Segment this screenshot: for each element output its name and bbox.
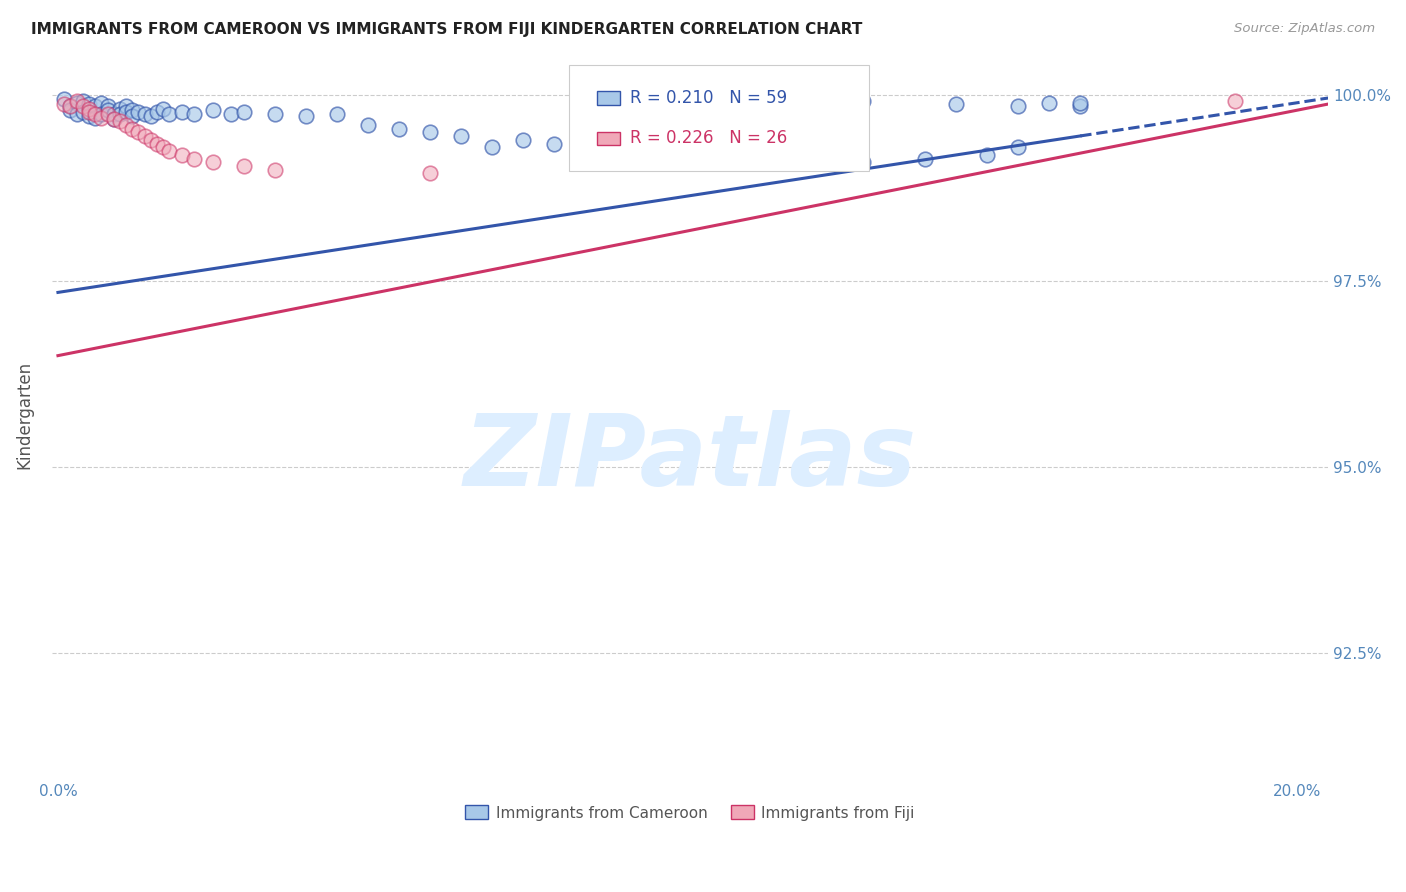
Point xyxy=(90,95,112,110)
Point xyxy=(326,107,349,121)
Point xyxy=(59,99,82,113)
Point xyxy=(152,102,174,116)
Point xyxy=(53,97,76,112)
Point xyxy=(77,104,100,119)
Point xyxy=(72,99,94,113)
Point xyxy=(77,102,100,116)
Point xyxy=(419,126,441,140)
FancyBboxPatch shape xyxy=(568,65,869,171)
Point xyxy=(976,148,998,162)
Point xyxy=(72,104,94,119)
Point xyxy=(294,109,316,123)
Text: R = 0.210   N = 59: R = 0.210 N = 59 xyxy=(630,89,787,107)
Point xyxy=(728,148,751,162)
Point xyxy=(1225,95,1247,109)
Point xyxy=(1069,95,1091,110)
Point xyxy=(134,129,156,144)
Point xyxy=(103,112,125,127)
Point xyxy=(170,104,193,119)
Point xyxy=(201,155,224,169)
Point xyxy=(201,103,224,118)
Point xyxy=(146,104,169,119)
Point xyxy=(139,133,162,147)
Point xyxy=(512,133,534,147)
Point xyxy=(146,136,169,151)
Point xyxy=(108,107,131,121)
Point xyxy=(1007,140,1029,154)
Point xyxy=(77,109,100,123)
Point xyxy=(84,99,107,113)
Point xyxy=(790,152,813,166)
Point xyxy=(121,109,143,123)
Point xyxy=(139,109,162,123)
Point xyxy=(103,112,125,127)
Point xyxy=(1038,95,1060,110)
Point xyxy=(84,111,107,125)
Point xyxy=(945,97,967,112)
Point xyxy=(90,111,112,125)
FancyBboxPatch shape xyxy=(596,132,620,145)
Point xyxy=(1069,99,1091,113)
Point xyxy=(450,129,472,144)
Point xyxy=(852,155,875,169)
Legend: Immigrants from Cameroon, Immigrants from Fiji: Immigrants from Cameroon, Immigrants fro… xyxy=(460,799,921,827)
Point xyxy=(72,95,94,109)
Point xyxy=(152,140,174,154)
Point xyxy=(65,107,87,121)
Point xyxy=(96,107,118,121)
Point xyxy=(108,102,131,116)
Point xyxy=(53,92,76,106)
Point xyxy=(115,99,138,113)
Point xyxy=(108,114,131,128)
FancyBboxPatch shape xyxy=(596,92,620,104)
Point xyxy=(159,107,181,121)
Point xyxy=(914,152,936,166)
Point xyxy=(605,133,627,147)
Text: ZIPatlas: ZIPatlas xyxy=(464,410,917,508)
Y-axis label: Kindergarten: Kindergarten xyxy=(15,361,32,469)
Point xyxy=(90,107,112,121)
Point xyxy=(666,136,689,151)
Point xyxy=(232,159,254,173)
Point xyxy=(128,104,150,119)
Point xyxy=(115,104,138,119)
Point xyxy=(84,107,107,121)
Point xyxy=(1007,99,1029,113)
Point xyxy=(128,126,150,140)
Point xyxy=(96,99,118,113)
Point xyxy=(388,121,411,136)
Point xyxy=(263,162,285,177)
Point xyxy=(159,144,181,158)
Point xyxy=(65,95,87,110)
Point xyxy=(852,95,875,109)
Text: R = 0.226   N = 26: R = 0.226 N = 26 xyxy=(630,129,787,147)
Text: Source: ZipAtlas.com: Source: ZipAtlas.com xyxy=(1234,22,1375,36)
Point xyxy=(221,107,243,121)
Point xyxy=(103,107,125,121)
Point xyxy=(183,107,205,121)
Point xyxy=(481,140,503,154)
Point xyxy=(543,136,565,151)
Point xyxy=(419,166,441,180)
Point xyxy=(170,148,193,162)
Point xyxy=(115,118,138,132)
Point xyxy=(232,104,254,119)
Point xyxy=(96,103,118,118)
Point xyxy=(59,99,82,113)
Point xyxy=(357,118,380,132)
Text: IMMIGRANTS FROM CAMEROON VS IMMIGRANTS FROM FIJI KINDERGARTEN CORRELATION CHART: IMMIGRANTS FROM CAMEROON VS IMMIGRANTS F… xyxy=(31,22,862,37)
Point xyxy=(121,121,143,136)
Point xyxy=(263,107,285,121)
Point xyxy=(59,103,82,118)
Point xyxy=(134,107,156,121)
Point xyxy=(121,103,143,118)
Point xyxy=(183,152,205,166)
Point xyxy=(574,118,596,132)
Point xyxy=(77,97,100,112)
Point xyxy=(65,95,87,109)
